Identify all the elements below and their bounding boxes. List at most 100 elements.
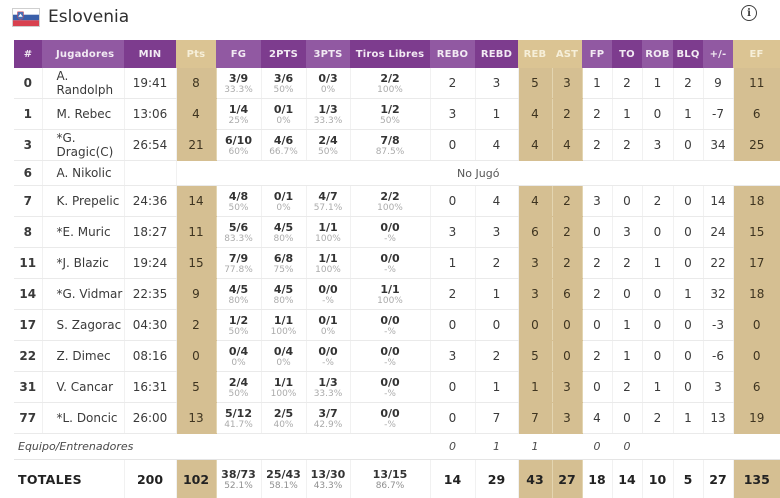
shot-percentage: 86.7% (351, 481, 430, 491)
stat-cell-ef: 6 (733, 99, 780, 130)
stat-cell-ft: 0/0-% (350, 248, 430, 279)
made-attempt: 7/9 (217, 252, 261, 265)
shot-percentage: 100% (351, 296, 430, 306)
made-attempt: 6/10 (217, 134, 261, 147)
stat-cell-blq: 1 (673, 403, 703, 434)
info-icon[interactable]: i (741, 5, 757, 21)
stat-cell-rebd: 2 (475, 248, 518, 279)
stat-cell-to: 0 (612, 186, 642, 217)
stat-cell-to: 0 (612, 403, 642, 434)
stat-cell-rebo: 0 (430, 186, 475, 217)
minutes-cell: 24:36 (124, 186, 176, 217)
player-number-cell: 3 (14, 130, 42, 161)
shot-percentage: 41.7% (217, 420, 261, 430)
stat-cell-p3: 0/0-% (306, 341, 350, 372)
stat-cell-rob: 0 (642, 279, 673, 310)
made-attempt: 0/0 (351, 314, 430, 327)
stat-cell-pts: 15 (176, 248, 216, 279)
stat-cell-pm: 24 (703, 217, 733, 248)
stat-cell-ast: 2 (552, 248, 582, 279)
made-attempt: 0/0 (351, 345, 430, 358)
stat-cell-fp: 2 (582, 99, 612, 130)
stat-cell-to: 3 (612, 217, 642, 248)
stat-cell-rebd: 4 (475, 186, 518, 217)
shot-percentage: 0% (217, 358, 261, 368)
stat-cell-pm: 32 (703, 279, 733, 310)
stat-cell-ast: 3 (552, 372, 582, 403)
shot-percentage: 43.3% (307, 481, 350, 491)
stat-cell-ft: 0/0-% (350, 310, 430, 341)
minutes-cell: 13:06 (124, 99, 176, 130)
stat-cell-blq: 0 (673, 217, 703, 248)
shot-percentage: 50% (217, 327, 261, 337)
totals-cell-rebo: 14 (430, 460, 475, 498)
stat-cell-fp: 0 (582, 310, 612, 341)
shot-percentage: 57.1% (307, 203, 350, 213)
shot-percentage: -% (351, 358, 430, 368)
player-number-cell: 31 (14, 372, 42, 403)
player-name-cell: V. Cancar (42, 372, 124, 403)
team-stat-cell-to: 0 (612, 434, 642, 460)
minutes-cell: 22:35 (124, 279, 176, 310)
minutes-cell: 26:00 (124, 403, 176, 434)
player-name-cell: A. Nikolic (42, 161, 124, 186)
made-attempt: 4/5 (262, 283, 306, 296)
stat-cell-rebo: 0 (430, 130, 475, 161)
stat-cell-fp: 2 (582, 248, 612, 279)
totals-cell-pts: 102 (176, 460, 216, 498)
shot-percentage: 33.3% (307, 389, 350, 399)
shot-percentage: 87.5% (351, 147, 430, 157)
stat-cell-blq: 1 (673, 279, 703, 310)
player-name-cell: S. Zagorac (42, 310, 124, 341)
stat-cell-pts: 14 (176, 186, 216, 217)
shot-percentage: 52.1% (217, 481, 261, 491)
team-stat-cell-pts (176, 434, 216, 460)
col-header-min: MIN (124, 40, 176, 68)
minutes-cell: 26:54 (124, 130, 176, 161)
col-header-rebo: REBO (430, 40, 475, 68)
player-number-cell: 0 (14, 68, 42, 99)
stat-cell-rebo: 1 (430, 248, 475, 279)
made-attempt: 1/1 (307, 221, 350, 234)
team-stat-cell-rebd: 1 (475, 434, 518, 460)
stat-cell-blq: 0 (673, 130, 703, 161)
stat-cell-rob: 1 (642, 372, 673, 403)
totals-cell-rebd: 29 (475, 460, 518, 498)
stat-cell-pm: 14 (703, 186, 733, 217)
shot-percentage: 60% (217, 147, 261, 157)
shot-percentage: -% (351, 327, 430, 337)
made-attempt: 0/3 (307, 72, 350, 85)
stat-cell-ast: 0 (552, 341, 582, 372)
stat-cell-ef: 18 (733, 279, 780, 310)
made-attempt: 1/2 (351, 103, 430, 116)
shot-percentage: 80% (217, 296, 261, 306)
player-name-cell: *G. Vidmar (42, 279, 124, 310)
player-name-cell: Z. Dimec (42, 341, 124, 372)
stat-cell-ast: 2 (552, 186, 582, 217)
col-header-fg: FG (216, 40, 261, 68)
minutes-cell: 19:41 (124, 68, 176, 99)
stat-cell-fp: 0 (582, 217, 612, 248)
